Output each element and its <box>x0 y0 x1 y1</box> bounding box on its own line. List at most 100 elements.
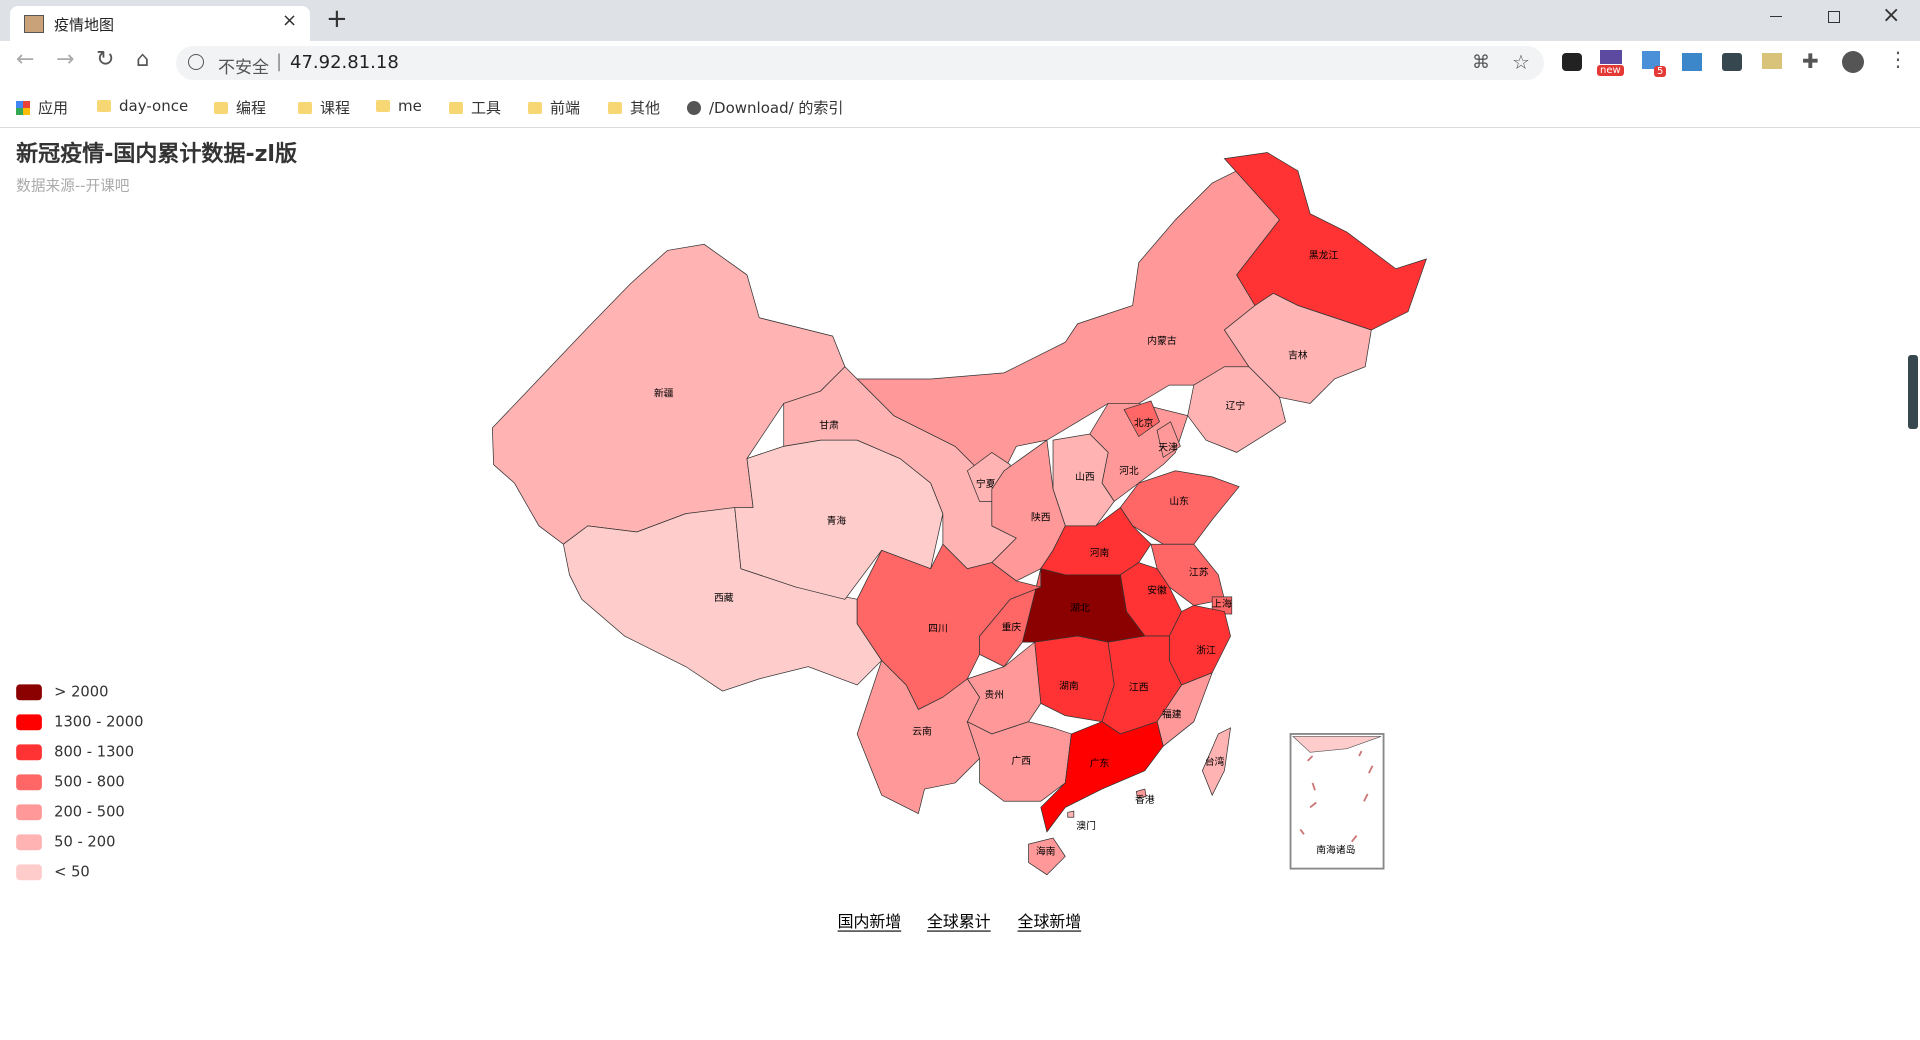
province-label: 内蒙古 <box>1147 334 1177 347</box>
bookmark-label: 应用 <box>38 99 69 117</box>
bookmark-label: 工具 <box>471 99 502 117</box>
forward[interactable]: → <box>56 47 75 72</box>
extension[interactable] <box>1682 53 1702 71</box>
tab-title: 疫情地图 <box>54 16 115 34</box>
legend-label[interactable]: < 50 <box>54 863 90 880</box>
address-bar[interactable]: 不安全 | 47.92.81.18 ⌘ ☆ <box>176 46 1544 80</box>
province[interactable] <box>1067 810 1075 818</box>
home[interactable]: ⌂ <box>136 47 150 71</box>
toolbar: ← → ↻ ⌂ 不安全 | 47.92.81.18 ⌘ ☆ new 5 ✚ ⋮ <box>0 41 1920 86</box>
province-label: 贵州 <box>984 688 1004 701</box>
close-window[interactable]: × <box>1882 3 1901 28</box>
province-label: 山东 <box>1169 494 1189 507</box>
province[interactable] <box>991 439 1066 582</box>
back[interactable]: ← <box>16 47 35 72</box>
bookmark-icon <box>608 101 622 114</box>
bookmark-label: me <box>398 97 422 115</box>
province[interactable] <box>1223 152 1427 331</box>
bookmark[interactable]: day-once <box>97 97 188 115</box>
translate-icon[interactable]: ⌘ <box>1472 52 1490 73</box>
bookmark[interactable]: me <box>376 97 422 115</box>
province-label: 天津 <box>1158 442 1178 454</box>
bookmark[interactable]: 工具 <box>449 97 501 118</box>
bookmark[interactable]: 前端 <box>528 97 580 118</box>
province[interactable] <box>1034 635 1115 723</box>
separator: | <box>276 51 283 72</box>
province-label: 广西 <box>1011 755 1031 767</box>
legend-label[interactable]: > 2000 <box>54 683 108 700</box>
extensions-menu[interactable]: ✚ <box>1802 49 1819 73</box>
bookmark-icon <box>528 101 542 114</box>
new-tab[interactable]: + <box>326 4 348 34</box>
province-label: 台湾 <box>1205 755 1225 768</box>
province[interactable] <box>1135 788 1147 799</box>
bookmark[interactable]: 应用 <box>16 97 68 118</box>
legend-label[interactable]: 200 - 500 <box>54 803 125 820</box>
legend-label[interactable]: 800 - 1300 <box>54 743 134 760</box>
extension[interactable] <box>1600 50 1622 64</box>
bookmark-label: 课程 <box>320 99 351 117</box>
tab-close[interactable]: × <box>282 10 298 31</box>
bookmark[interactable]: 课程 <box>298 97 350 118</box>
province[interactable] <box>1028 837 1066 876</box>
province[interactable] <box>1156 421 1181 458</box>
nav-link[interactable]: 国内新增 <box>838 912 902 931</box>
bookmark-icon <box>687 100 701 115</box>
badge: new <box>1597 65 1624 76</box>
info-icon <box>188 54 204 70</box>
legend-swatch[interactable] <box>16 744 42 761</box>
legend-label[interactable]: 50 - 200 <box>54 833 115 850</box>
province[interactable] <box>1123 400 1160 438</box>
bookmark-icon <box>449 101 463 114</box>
extension[interactable] <box>1762 53 1782 69</box>
bookmark[interactable]: /Download/ 的索引 <box>687 97 843 118</box>
province-label: 湖北 <box>1070 602 1090 614</box>
menu[interactable]: ⋮ <box>1888 47 1908 71</box>
inset-frame <box>1289 733 1385 870</box>
legend-swatch[interactable] <box>16 714 42 731</box>
nav-link[interactable]: 全球累计 <box>927 912 991 931</box>
legend-label[interactable]: 1300 - 2000 <box>54 713 143 730</box>
legend-swatch[interactable] <box>16 804 42 821</box>
nav-link[interactable]: 全球新增 <box>1018 912 1082 931</box>
province-label: 云南 <box>912 725 932 738</box>
side-widget[interactable] <box>1908 355 1918 429</box>
inset-label: 南海诸岛 <box>1316 843 1355 856</box>
extension[interactable] <box>1722 53 1742 71</box>
page-subtitle: 数据来源--开课吧 <box>16 178 130 195</box>
bookmark-icon <box>16 100 30 115</box>
bookmark-star[interactable]: ☆ <box>1512 50 1530 74</box>
restore[interactable] <box>1828 11 1840 23</box>
bookmark[interactable]: 其他 <box>608 97 660 118</box>
tab-bar: 疫情地图 × + × <box>0 0 1920 41</box>
reload[interactable]: ↻ <box>96 47 115 72</box>
province[interactable] <box>1040 721 1164 833</box>
bookmark[interactable]: 编程 <box>214 97 266 118</box>
minimize[interactable] <box>1770 16 1782 17</box>
legend-swatch[interactable] <box>16 864 42 881</box>
province-label: 广东 <box>1090 756 1110 769</box>
province-label: 澳门 <box>1076 819 1096 832</box>
legend-swatch[interactable] <box>16 774 42 791</box>
province[interactable] <box>1187 366 1287 453</box>
tab[interactable]: 疫情地图 × <box>10 6 310 41</box>
bookmark-label: 编程 <box>236 99 267 117</box>
security-label: 不安全 <box>218 58 269 78</box>
favicon <box>24 15 44 33</box>
legend-swatch[interactable] <box>16 834 42 851</box>
bookmark-label: /Download/ 的索引 <box>709 99 844 117</box>
province-label: 西藏 <box>714 592 734 604</box>
legend-label[interactable]: 500 - 800 <box>54 773 125 790</box>
legend-swatch[interactable] <box>16 684 42 701</box>
bookmark-label: 其他 <box>630 99 661 117</box>
inset-shape <box>1292 736 1382 753</box>
province[interactable] <box>1156 672 1213 747</box>
extension[interactable] <box>1642 51 1660 69</box>
province-label: 安徽 <box>1147 584 1167 597</box>
province-label: 重庆 <box>1002 620 1022 633</box>
extension[interactable] <box>1562 53 1582 71</box>
profile[interactable] <box>1842 51 1864 73</box>
province[interactable] <box>1201 727 1232 797</box>
province[interactable] <box>1223 292 1372 404</box>
